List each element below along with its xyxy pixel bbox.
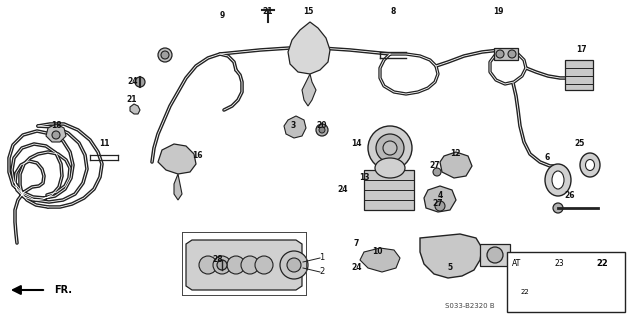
Bar	[364, 170, 414, 210]
Text: 7: 7	[353, 240, 358, 249]
Text: 20: 20	[317, 122, 327, 130]
Polygon shape	[174, 174, 182, 200]
Circle shape	[496, 50, 504, 58]
Circle shape	[595, 282, 615, 302]
Circle shape	[213, 256, 231, 274]
Polygon shape	[130, 104, 140, 114]
Bar	[507, 252, 625, 312]
Ellipse shape	[586, 160, 595, 170]
Bar	[565, 60, 593, 90]
Text: 19: 19	[493, 8, 503, 17]
Bar	[494, 48, 518, 60]
Circle shape	[280, 251, 308, 279]
Polygon shape	[158, 144, 196, 174]
Circle shape	[287, 258, 301, 272]
Circle shape	[601, 288, 609, 296]
Text: 28: 28	[212, 256, 223, 264]
Circle shape	[227, 256, 245, 274]
Circle shape	[553, 203, 563, 213]
Circle shape	[383, 141, 397, 155]
Text: FR.: FR.	[54, 285, 72, 295]
Circle shape	[217, 260, 227, 270]
Text: 11: 11	[99, 138, 109, 147]
Text: 24: 24	[128, 78, 138, 86]
Circle shape	[536, 286, 548, 298]
Polygon shape	[284, 116, 306, 138]
Polygon shape	[302, 74, 316, 106]
Text: 2: 2	[319, 268, 324, 277]
Circle shape	[487, 247, 503, 263]
Circle shape	[508, 50, 516, 58]
Polygon shape	[288, 22, 330, 74]
Circle shape	[319, 127, 325, 133]
Polygon shape	[360, 248, 400, 272]
Text: 21: 21	[263, 6, 273, 16]
Circle shape	[135, 77, 145, 87]
Text: 21: 21	[127, 95, 137, 105]
Ellipse shape	[580, 153, 600, 177]
Text: 9: 9	[220, 11, 225, 19]
Circle shape	[158, 48, 172, 62]
Ellipse shape	[545, 164, 571, 196]
Circle shape	[52, 131, 60, 139]
Circle shape	[199, 256, 217, 274]
Text: 22: 22	[596, 259, 608, 269]
Circle shape	[241, 256, 259, 274]
Text: 27: 27	[433, 199, 444, 209]
Text: 6: 6	[545, 153, 550, 162]
Circle shape	[376, 134, 404, 162]
Polygon shape	[424, 186, 456, 212]
Ellipse shape	[375, 158, 405, 178]
Text: 26: 26	[564, 191, 575, 201]
Text: 1: 1	[319, 254, 324, 263]
Circle shape	[529, 279, 555, 305]
Polygon shape	[46, 124, 66, 142]
Text: 8: 8	[390, 8, 396, 17]
Circle shape	[161, 51, 169, 59]
Text: 16: 16	[192, 152, 202, 160]
Text: 23: 23	[554, 259, 564, 269]
Text: 14: 14	[351, 139, 361, 149]
Text: S033-B2320 B: S033-B2320 B	[445, 303, 495, 309]
Bar	[480, 244, 510, 266]
Circle shape	[316, 124, 328, 136]
Text: 24: 24	[352, 263, 362, 272]
Text: 3: 3	[291, 121, 296, 130]
Text: 17: 17	[576, 46, 586, 55]
Text: 10: 10	[372, 248, 382, 256]
Circle shape	[368, 126, 412, 170]
Polygon shape	[440, 152, 472, 178]
Text: 18: 18	[51, 122, 61, 130]
Text: 22: 22	[520, 289, 529, 295]
Text: 12: 12	[450, 150, 460, 159]
Text: AT: AT	[513, 259, 522, 269]
Polygon shape	[186, 240, 302, 290]
Ellipse shape	[552, 171, 564, 189]
Circle shape	[433, 168, 441, 176]
Text: 24: 24	[338, 186, 348, 195]
Text: 13: 13	[359, 174, 369, 182]
Polygon shape	[420, 234, 482, 278]
Text: 4: 4	[437, 190, 443, 199]
Circle shape	[435, 201, 445, 211]
Circle shape	[255, 256, 273, 274]
Text: 15: 15	[303, 8, 313, 17]
Text: 27: 27	[429, 161, 440, 170]
Text: 25: 25	[575, 138, 585, 147]
Text: 5: 5	[447, 263, 452, 271]
